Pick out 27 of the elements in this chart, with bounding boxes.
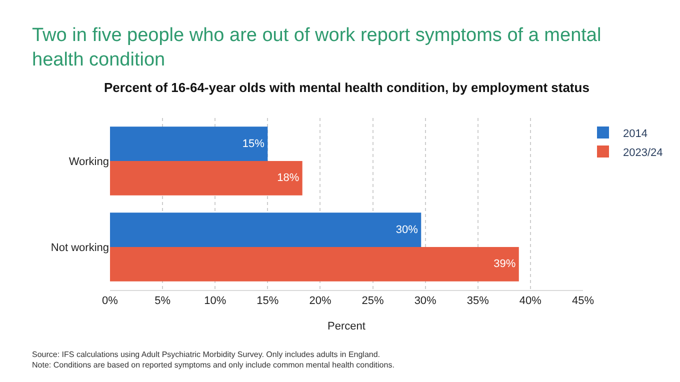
data-label: 15% xyxy=(242,138,265,150)
source-note: Source: IFS calculations using Adult Psychiatric Morbidity Survey. Only includes adults in England. xyxy=(32,350,380,359)
legend-label: 2014 xyxy=(623,128,648,140)
y-tick-label: Not working xyxy=(50,242,109,254)
bar xyxy=(110,212,422,247)
bar xyxy=(110,247,519,282)
x-tick-label: 40% xyxy=(519,295,542,308)
bar xyxy=(110,161,302,196)
text: Note: Conditions are based on reported symptoms and only include common mental health conditions. xyxy=(32,360,394,370)
legend-label: 2023/24 xyxy=(623,146,663,159)
x-tick-label: 0% xyxy=(102,295,118,308)
data-label: 30% xyxy=(396,224,418,236)
x-tick-label: 30% xyxy=(414,295,437,308)
x-tick-label: 10% xyxy=(204,295,226,308)
x-tick-label: 45% xyxy=(572,295,594,308)
x-tick-label: 25% xyxy=(362,295,384,308)
x-axis-title: Percent xyxy=(328,320,366,332)
data-label: 39% xyxy=(494,258,516,270)
y-tick-label: Working xyxy=(68,156,109,168)
data-label: 18% xyxy=(277,172,300,184)
x-tick-label: 35% xyxy=(466,295,490,308)
x-tick-label: 20% xyxy=(309,295,332,308)
chart-title: Two in five people who are out of work report symptoms of a mental health condition xyxy=(32,25,602,71)
chart-subtitle: Percent of 16-64-year olds with mental health condition, by employment status xyxy=(104,80,590,95)
x-tick-label: 5% xyxy=(154,295,171,308)
bar xyxy=(110,126,268,161)
x-tick-label: 15% xyxy=(256,295,279,308)
